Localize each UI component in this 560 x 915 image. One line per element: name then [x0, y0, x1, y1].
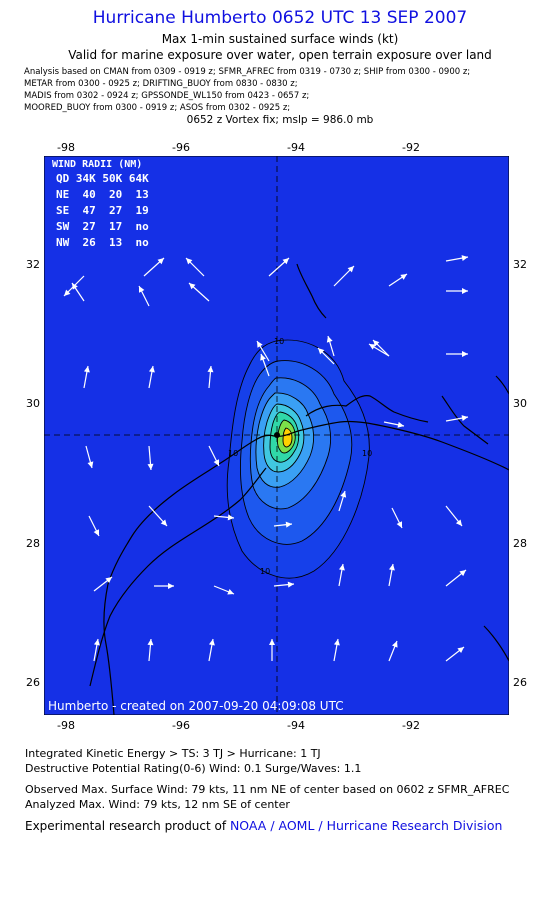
map-title: Hurricane Humberto 0652 UTC 13 SEP 2007: [92, 8, 468, 28]
wind-arrow-head: [139, 286, 145, 293]
wind-arrow-head: [148, 366, 155, 373]
wind-arrow-head: [396, 521, 402, 528]
wind-radii-table: WIND RADII (NM) QD 34K 50K 64K NE 40 20 …: [52, 159, 149, 249]
lon-tick-top-98: -98: [57, 141, 75, 154]
credit-line: Experimental research product of NOAA / …: [25, 818, 509, 834]
wind-arrow-head: [287, 581, 294, 588]
wind-arrow-head: [462, 288, 468, 294]
wind-arrow-head: [260, 354, 266, 361]
lon-tick-top-94: -94: [287, 141, 305, 154]
lat-tick-right-32: 32: [513, 258, 527, 271]
wind-arrow-head: [455, 519, 462, 526]
wind-arrow-head: [207, 366, 214, 373]
wind-arrow-head: [459, 570, 466, 577]
contour-labels: 10 10 10 10: [228, 337, 372, 576]
wind-arrow-head: [87, 461, 94, 468]
lon-tick-bottom-96: -96: [172, 719, 190, 732]
vortex-fix: 0652 z Vortex fix; mslp = 986.0 mb: [186, 114, 374, 126]
wind-radii-row-se: SE 47 27 19: [56, 204, 149, 217]
wind-field-svg: 10 10 10 10 WIND RADII (NM) QD 34K 50K 6…: [44, 156, 509, 715]
wind-arrow-head: [326, 336, 333, 343]
wind-arrow-head: [227, 514, 234, 521]
wind-arrow-head: [369, 344, 376, 350]
lat-tick-left-26: 26: [26, 676, 40, 689]
wind-arrow-head: [208, 639, 215, 646]
wind-arrow-head: [147, 639, 154, 646]
wind-arrow-head: [168, 583, 174, 589]
wind-arrow-head: [189, 283, 196, 290]
lat-tick-left-28: 28: [26, 537, 40, 550]
wind-arrow-head: [93, 529, 99, 536]
map-watermark: Humberto - created on 2007-09-20 04:09:0…: [48, 699, 344, 713]
wind-arrow-head: [147, 463, 154, 470]
footer-stats: Integrated Kinetic Energy > TS: 3 TJ > H…: [25, 746, 509, 834]
source-line-4: MOORED_BUOY from 0300 - 0919 z; ASOS fro…: [24, 103, 291, 113]
contour-75kt: [282, 427, 293, 448]
wind-arrow-head: [461, 255, 468, 262]
wind-radii-title: WIND RADII (NM): [52, 159, 142, 170]
wind-arrow-head: [461, 415, 468, 422]
wind-arrow-head: [347, 266, 354, 273]
source-line-1: Analysis based on CMAN from 0309 - 0919 …: [24, 67, 471, 77]
wind-arrow-head: [285, 521, 292, 528]
wind-arrow-head: [64, 289, 71, 296]
wind-arrow-head: [160, 519, 167, 526]
wind-arrow-head: [213, 459, 219, 466]
wind-arrow-head: [400, 274, 407, 280]
contour-label: 10: [362, 449, 372, 458]
ike-line: Integrated Kinetic Energy > TS: 3 TJ > H…: [25, 747, 321, 760]
lon-tick-top-96: -96: [172, 141, 190, 154]
wind-arrow-head: [338, 564, 345, 571]
subtitle-validity: Valid for marine exposure over water, op…: [68, 48, 492, 62]
wind-arrow-head: [340, 491, 347, 498]
wind-arrow-head: [397, 421, 404, 428]
wind-arrow-head: [257, 341, 263, 348]
lon-tick-bottom-94: -94: [287, 719, 305, 732]
wind-arrow-head: [83, 366, 90, 373]
lat-tick-right-30: 30: [513, 397, 527, 410]
observed-max-wind: Observed Max. Surface Wind: 79 kts, 11 n…: [25, 783, 510, 796]
wind-arrow-head: [157, 258, 164, 265]
wind-radii-row-nw: NW 26 13 no: [56, 236, 149, 249]
wind-radii-row-sw: SW 27 17 no: [56, 220, 149, 233]
wind-arrow-head: [318, 348, 325, 355]
dpr-line: Destructive Potential Rating(0-6) Wind: …: [25, 762, 362, 775]
lon-tick-bottom-92: -92: [402, 719, 420, 732]
wind-arrow-head: [282, 258, 289, 265]
analyzed-max-wind: Analyzed Max. Wind: 79 kts, 12 nm SE of …: [25, 798, 290, 811]
contour-label: 10: [274, 337, 284, 346]
vortex-center-marker: [274, 432, 280, 438]
coastline: [89, 263, 509, 715]
wind-arrow-head: [105, 577, 112, 584]
lat-tick-right-26: 26: [513, 676, 527, 689]
hrd-link[interactable]: NOAA / AOML / Hurricane Research Divisio…: [229, 818, 503, 833]
lat-tick-left-32: 32: [26, 258, 40, 271]
contour-label: 10: [260, 567, 270, 576]
wind-arrow-head: [72, 283, 78, 290]
contour-label: 10: [228, 449, 238, 458]
source-line-3: MADIS from 0302 - 0924 z; GPSSONDE_WL150…: [24, 91, 310, 101]
lat-tick-right-28: 28: [513, 537, 527, 550]
wind-field-map: 10 10 10 10 WIND RADII (NM) QD 34K 50K 6…: [44, 156, 509, 715]
source-line-2: METAR from 0300 - 0925 z; DRIFTING_BUOY …: [24, 79, 298, 89]
wind-arrow-head: [333, 639, 340, 646]
wind-arrow-head: [93, 639, 100, 646]
lon-tick-bottom-98: -98: [57, 719, 75, 732]
wind-radii-row-ne: NE 40 20 13: [56, 188, 149, 201]
credit-text: Experimental research product of: [25, 819, 227, 833]
lon-tick-top-92: -92: [402, 141, 420, 154]
wind-radii-header: QD 34K 50K 64K: [56, 172, 149, 185]
lat-tick-left-30: 30: [26, 397, 40, 410]
wind-contours: [226, 339, 370, 579]
wind-arrow-head: [391, 641, 398, 648]
wind-vectors: [63, 255, 469, 662]
wind-arrow-head: [186, 258, 193, 265]
wind-arrow-head: [269, 639, 275, 645]
subtitle-winds: Max 1-min sustained surface winds (kt): [161, 32, 399, 46]
wind-arrow-head: [388, 564, 395, 571]
wind-arrow-head: [462, 351, 468, 357]
wind-arrow-head: [457, 647, 464, 654]
